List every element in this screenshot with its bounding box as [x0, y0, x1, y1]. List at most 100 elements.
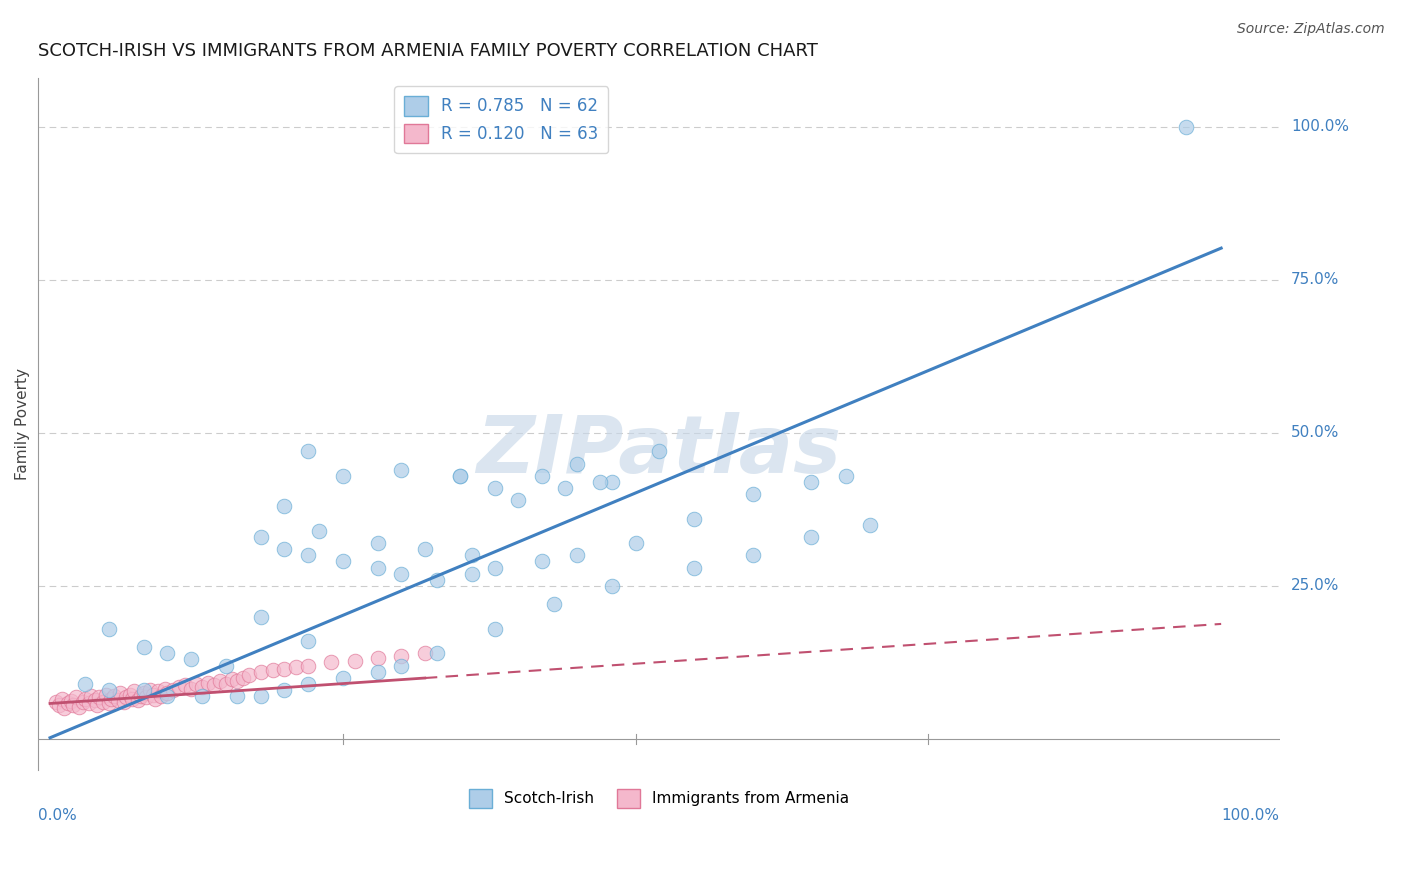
Text: SCOTCH-IRISH VS IMMIGRANTS FROM ARMENIA FAMILY POVERTY CORRELATION CHART: SCOTCH-IRISH VS IMMIGRANTS FROM ARMENIA …	[38, 42, 818, 60]
Point	[100, 692, 122, 706]
Point	[859, 517, 882, 532]
Point	[297, 549, 319, 563]
Text: ZIPatlas: ZIPatlas	[477, 412, 842, 491]
Point	[250, 689, 273, 703]
Point	[683, 511, 706, 525]
Point	[215, 677, 238, 691]
Point	[208, 673, 231, 688]
Point	[226, 689, 249, 703]
Point	[425, 573, 447, 587]
Point	[741, 487, 763, 501]
Point	[800, 530, 823, 544]
Point	[115, 690, 138, 705]
Point	[86, 698, 108, 713]
Point	[65, 690, 87, 705]
Point	[150, 689, 173, 703]
Point	[191, 689, 214, 703]
Text: Source: ZipAtlas.com: Source: ZipAtlas.com	[1237, 22, 1385, 37]
Point	[45, 695, 67, 709]
Point	[484, 560, 506, 574]
Point	[297, 658, 319, 673]
Point	[319, 656, 342, 670]
Point	[800, 475, 823, 489]
Point	[60, 694, 83, 708]
Point	[273, 662, 295, 676]
Point	[232, 671, 254, 685]
Point	[308, 524, 330, 538]
Point	[250, 665, 273, 679]
Point	[565, 457, 588, 471]
Point	[197, 675, 219, 690]
Point	[389, 566, 412, 581]
Point	[167, 680, 190, 694]
Point	[156, 646, 179, 660]
Point	[191, 680, 214, 694]
Point	[215, 658, 238, 673]
Point	[367, 665, 389, 679]
Point	[741, 549, 763, 563]
Point	[142, 688, 165, 702]
Point	[367, 651, 389, 665]
Legend: Scotch-Irish, Immigrants from Armenia: Scotch-Irish, Immigrants from Armenia	[463, 783, 855, 814]
Point	[413, 646, 436, 660]
Point	[132, 683, 155, 698]
Point	[530, 468, 553, 483]
Point	[72, 695, 94, 709]
Point	[77, 697, 100, 711]
Point	[285, 659, 308, 673]
Point	[332, 671, 354, 685]
Point	[131, 689, 153, 703]
Point	[624, 536, 647, 550]
Point	[132, 640, 155, 655]
Point	[589, 475, 612, 489]
Point	[97, 697, 120, 711]
Point	[508, 493, 530, 508]
Point	[180, 681, 202, 696]
Text: 100.0%: 100.0%	[1291, 120, 1348, 135]
Point	[121, 692, 143, 706]
Point	[56, 697, 79, 711]
Point	[332, 468, 354, 483]
Point	[273, 500, 295, 514]
Point	[367, 536, 389, 550]
Point	[389, 649, 412, 664]
Point	[103, 689, 125, 703]
Point	[460, 549, 482, 563]
Point	[484, 481, 506, 495]
Point	[80, 689, 103, 703]
Text: 100.0%: 100.0%	[1222, 808, 1279, 823]
Point	[273, 542, 295, 557]
Point	[250, 530, 273, 544]
Point	[484, 622, 506, 636]
Point	[297, 634, 319, 648]
Point	[110, 686, 132, 700]
Point	[226, 673, 249, 688]
Point	[343, 654, 366, 668]
Point	[600, 579, 623, 593]
Point	[173, 678, 195, 692]
Point	[89, 690, 111, 705]
Point	[186, 677, 208, 691]
Point	[91, 695, 114, 709]
Point	[835, 468, 858, 483]
Point	[273, 683, 295, 698]
Point	[460, 566, 482, 581]
Point	[51, 692, 73, 706]
Point	[83, 693, 105, 707]
Point	[449, 468, 471, 483]
Point	[600, 475, 623, 489]
Point	[332, 554, 354, 568]
Point	[118, 688, 141, 702]
Point	[127, 693, 149, 707]
Point	[153, 681, 176, 696]
Point	[156, 689, 179, 703]
Text: 50.0%: 50.0%	[1291, 425, 1339, 441]
Point	[180, 652, 202, 666]
Point	[297, 444, 319, 458]
Point	[565, 549, 588, 563]
Y-axis label: Family Poverty: Family Poverty	[15, 368, 30, 480]
Point	[1175, 120, 1198, 134]
Point	[156, 686, 179, 700]
Point	[97, 683, 120, 698]
Point	[124, 684, 146, 698]
